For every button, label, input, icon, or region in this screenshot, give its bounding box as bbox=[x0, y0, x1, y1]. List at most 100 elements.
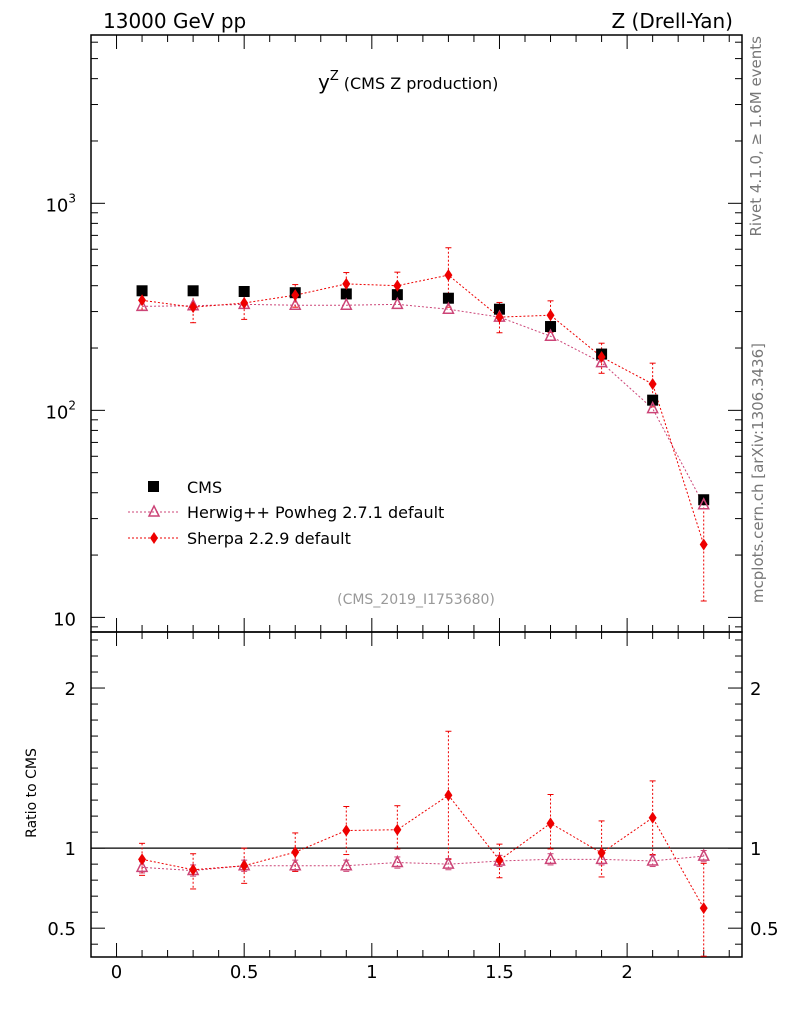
sherpa-ratio-point bbox=[495, 854, 504, 867]
herwig-main-point bbox=[595, 354, 608, 368]
sherpa-ratio-point bbox=[342, 824, 351, 837]
cms-main-point bbox=[493, 303, 505, 315]
sherpa-ratio-point bbox=[393, 823, 402, 836]
sherpa-main-point bbox=[138, 294, 147, 307]
sherpa-main-errbar bbox=[598, 342, 605, 374]
ratio-error-bars bbox=[139, 730, 707, 957]
ratio-ytick-label-left: 1 bbox=[65, 839, 76, 860]
herwig-ratio-point bbox=[442, 856, 455, 869]
legend-cms-marker bbox=[148, 481, 159, 492]
ratio-xtick-label: 0.5 bbox=[230, 962, 259, 983]
sherpa-main-errbar bbox=[700, 502, 707, 602]
process-label: Z (Drell-Yan) bbox=[611, 9, 733, 33]
cms-main-point bbox=[545, 321, 557, 333]
sherpa-ratio-point bbox=[189, 863, 198, 876]
main-axis-ticks: 10 102 103 bbox=[45, 35, 742, 632]
ratio-xtick-label: 1.5 bbox=[485, 962, 514, 983]
sherpa-ratio-line bbox=[141, 794, 705, 909]
plot-title: yZ (CMS Z production) bbox=[318, 69, 498, 94]
sherpa-main-point bbox=[189, 301, 198, 314]
sherpa-ratio-point bbox=[291, 846, 300, 859]
ratio-ytick-label-left: 2 bbox=[65, 679, 76, 700]
herwig-main-point bbox=[340, 297, 353, 310]
sherpa-ratio-errbar bbox=[292, 832, 299, 872]
sherpa-ratio-point bbox=[699, 902, 708, 915]
cms-main-point bbox=[391, 289, 403, 301]
legend-cms-label: CMS bbox=[187, 478, 222, 497]
legend-herwig-label: Herwig++ Powheg 2.7.1 default bbox=[187, 503, 444, 522]
herwig-main-point bbox=[646, 400, 659, 414]
plot-title-main: y bbox=[318, 70, 330, 94]
sherpa-main-point bbox=[648, 378, 657, 391]
herwig-main-point bbox=[289, 297, 302, 310]
sherpa-main-point bbox=[240, 296, 249, 309]
cms-main-point bbox=[136, 285, 148, 297]
ratio-series-lines bbox=[141, 794, 705, 909]
ratio-plot-frame bbox=[90, 631, 743, 958]
rivet-version-label: Rivet 4.1.0, ≥ 1.6M events bbox=[747, 36, 765, 237]
herwig-ratio-point bbox=[135, 859, 149, 873]
sherpa-main-errbar bbox=[547, 300, 554, 333]
herwig-ratio-point bbox=[340, 858, 353, 871]
sherpa-ratio-errbar bbox=[700, 862, 707, 957]
sherpa-ratio-errbar bbox=[547, 794, 554, 850]
herwig-ratio-point bbox=[544, 851, 557, 865]
sherpa-main-point bbox=[495, 311, 504, 324]
sherpa-ratio-point bbox=[444, 789, 453, 802]
main-ytick-label: 102 bbox=[45, 398, 76, 423]
ratio-xtick-label: 2 bbox=[621, 962, 632, 983]
sherpa-ratio-point bbox=[240, 859, 249, 872]
legend-entry-sherpa: Sherpa 2.2.9 default bbox=[128, 529, 351, 548]
ratio-ytick-label-right: 1 bbox=[750, 839, 761, 860]
legend-sherpa-label: Sherpa 2.2.9 default bbox=[187, 529, 351, 548]
ratio-series-points bbox=[135, 789, 710, 915]
mcplots-label: mcplots.cern.ch [arXiv:1306.3436] bbox=[749, 343, 767, 603]
ratio-xtick-label: 0 bbox=[111, 962, 122, 983]
sherpa-ratio-point bbox=[597, 846, 606, 859]
sherpa-main-point bbox=[699, 538, 708, 551]
herwig-main-point bbox=[544, 328, 557, 341]
sherpa-main-point bbox=[342, 277, 351, 290]
herwig-main-line bbox=[142, 303, 705, 505]
herwig-main-point bbox=[135, 298, 149, 312]
legend-herwig-marker bbox=[147, 504, 161, 517]
sherpa-main-point bbox=[597, 350, 606, 363]
ratio-ytick-label-right: 0.5 bbox=[750, 919, 779, 940]
beam-label: 13000 GeV pp bbox=[103, 9, 246, 33]
herwig-ratio-point bbox=[646, 853, 659, 866]
main-panel: 10 102 103 yZ (CMS Z production) (CMS_2019_… bbox=[45, 34, 743, 633]
sherpa-main-point bbox=[444, 269, 453, 282]
sherpa-main-point bbox=[291, 289, 300, 302]
ratio-ytick-label-right: 2 bbox=[750, 679, 761, 700]
sherpa-ratio-point bbox=[138, 853, 147, 866]
legend-entry-herwig: Herwig++ Powheg 2.7.1 default bbox=[128, 503, 444, 522]
legend-sherpa-marker bbox=[150, 532, 158, 544]
ratio-ylabel: Ratio to CMS bbox=[24, 748, 40, 838]
cms-main-point bbox=[187, 285, 199, 297]
ratio-ytick-label-left: 0.5 bbox=[47, 919, 76, 940]
legend: CMS Herwig++ Powheg 2.7.1 default Sherpa… bbox=[128, 478, 444, 548]
main-error-bars bbox=[139, 247, 707, 602]
herwig-main-point bbox=[442, 301, 455, 314]
cms-main-point bbox=[442, 292, 454, 304]
ratio-panel: 0 0.5 1 1.5 2 0.5 0.5 1 1 2 2 Ratio to CMS bbox=[24, 631, 779, 983]
plot-title-rest: (CMS Z production) bbox=[344, 74, 499, 93]
main-series-points bbox=[135, 269, 710, 551]
sherpa-ratio-point bbox=[546, 817, 555, 830]
sherpa-ratio-point bbox=[648, 811, 657, 824]
ratio-xtick-label: 1 bbox=[366, 962, 377, 983]
herwig-ratio-point bbox=[595, 851, 608, 865]
main-ytick-label: 103 bbox=[45, 191, 76, 216]
sherpa-main-errbar bbox=[292, 284, 299, 308]
herwig-ratio-point bbox=[289, 858, 302, 871]
analysis-id: (CMS_2019_I1753680) bbox=[337, 592, 495, 608]
herwig-ratio-line bbox=[142, 855, 704, 872]
ratio-axis-ticks: 0 0.5 1 1.5 2 0.5 0.5 1 1 2 2 bbox=[47, 632, 779, 983]
sherpa-main-point bbox=[393, 279, 402, 292]
herwig-ratio-point bbox=[391, 854, 404, 868]
cms-main-point bbox=[238, 285, 250, 297]
sherpa-main-point bbox=[546, 309, 555, 322]
herwig-main-point bbox=[391, 296, 404, 310]
herwig-ratio-point bbox=[697, 848, 710, 861]
cms-main-point bbox=[340, 288, 352, 300]
